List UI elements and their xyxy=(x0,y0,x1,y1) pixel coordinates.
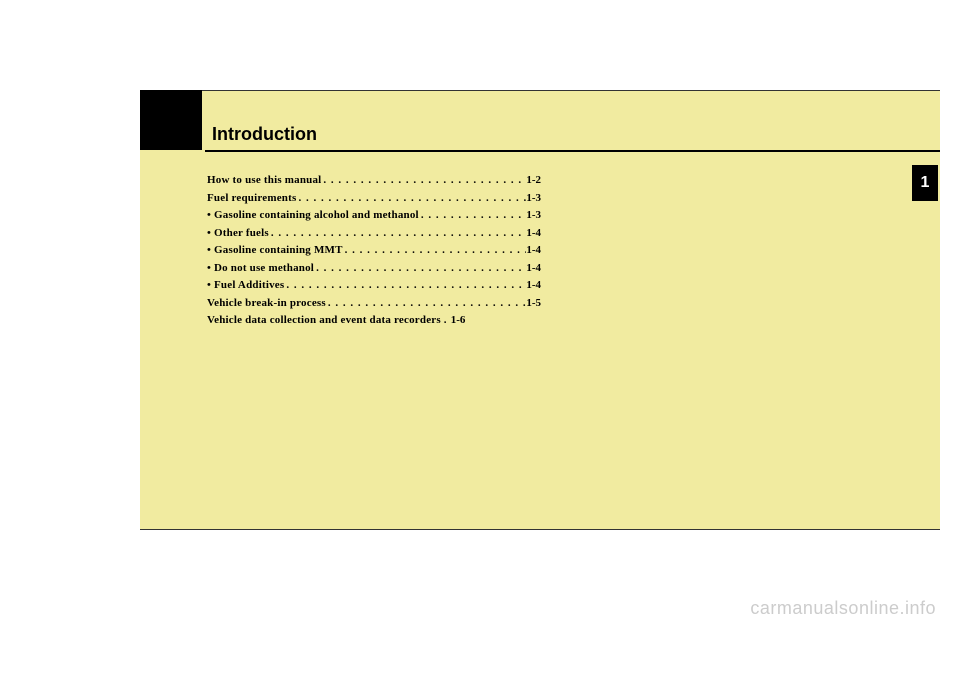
toc-label: Vehicle break-in process xyxy=(207,295,326,312)
toc-dots xyxy=(326,295,526,312)
toc-page: 1-6 xyxy=(451,312,466,329)
corner-block xyxy=(140,90,202,150)
table-of-contents: How to use this manual1-2Fuel requiremen… xyxy=(207,172,541,330)
toc-dots xyxy=(321,172,526,189)
toc-page: 1-4 xyxy=(526,242,541,259)
toc-page: 1-4 xyxy=(526,260,541,277)
toc-row-1: Fuel requirements 1-3 xyxy=(207,190,541,207)
toc-page: 1-3 xyxy=(526,207,541,224)
toc-page: 1-2 xyxy=(526,172,541,189)
toc-label: How to use this manual xyxy=(207,172,321,189)
toc-label: • Do not use methanol xyxy=(207,260,314,277)
watermark: carmanualsonline.info xyxy=(750,598,936,619)
toc-label: • Gasoline containing alcohol and methan… xyxy=(207,207,419,224)
toc-label: Fuel requirements xyxy=(207,190,296,207)
toc-label: • Fuel Additives xyxy=(207,277,284,294)
toc-label: Vehicle data collection and event data r… xyxy=(207,312,447,329)
toc-row-6: • Fuel Additives 1-4 xyxy=(207,277,541,294)
chapter-title: Introduction xyxy=(212,124,317,145)
toc-page: 1-4 xyxy=(526,277,541,294)
toc-label: • Other fuels xyxy=(207,225,269,242)
toc-page: 1-4 xyxy=(526,225,541,242)
toc-page: 1-5 xyxy=(526,295,541,312)
toc-row-0: How to use this manual 1-2 xyxy=(207,172,541,189)
toc-dots xyxy=(284,277,526,294)
toc-row-4: • Gasoline containing MMT 1-4 xyxy=(207,242,541,259)
toc-row-5: • Do not use methanol 1-4 xyxy=(207,260,541,277)
toc-row-3: • Other fuels 1-4 xyxy=(207,225,541,242)
toc-dots xyxy=(296,190,526,207)
toc-row-2: • Gasoline containing alcohol and methan… xyxy=(207,207,541,224)
toc-row-8: Vehicle data collection and event data r… xyxy=(207,312,541,329)
toc-row-7: Vehicle break-in process 1-5 xyxy=(207,295,541,312)
toc-dots xyxy=(314,260,526,277)
toc-dots xyxy=(343,242,527,259)
chapter-tab: 1 xyxy=(912,165,938,201)
title-underline xyxy=(205,150,940,152)
toc-label: • Gasoline containing MMT xyxy=(207,242,343,259)
toc-page: 1-3 xyxy=(526,190,541,207)
toc-dots xyxy=(419,207,527,224)
toc-dots xyxy=(269,225,526,242)
